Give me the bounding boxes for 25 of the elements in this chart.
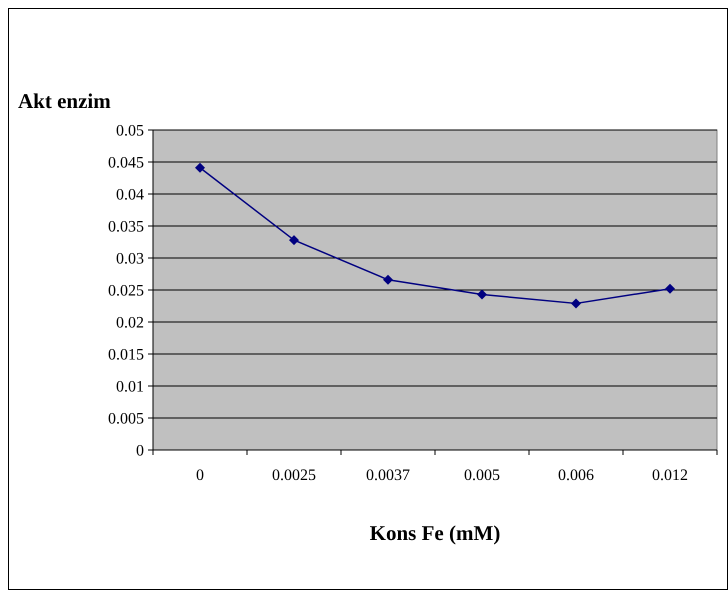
- x-axis-title: Kons Fe (mM): [370, 521, 500, 545]
- x-tick-label: 0.006: [558, 467, 594, 484]
- x-tick-label: 0.012: [652, 467, 688, 484]
- y-tick-label: 0.04: [116, 186, 144, 204]
- x-tick-label: 0.005: [464, 467, 500, 484]
- y-axis-title: Akt enzim: [18, 89, 112, 113]
- y-tick-label: 0: [136, 442, 144, 460]
- y-tick-label: 0.03: [116, 250, 144, 268]
- point: [477, 289, 487, 300]
- x-tick-label: 0.0025: [272, 467, 316, 484]
- y-tick-label: 0.035: [108, 218, 144, 236]
- point: [289, 235, 299, 246]
- y-tick-label: 0.025: [108, 282, 144, 300]
- y-tick-label: 0.01: [116, 378, 144, 396]
- y-tick-label: 0.05: [116, 122, 144, 140]
- point: [195, 162, 205, 173]
- y-tick-label: 0.015: [108, 346, 144, 364]
- x-tick-label: 0: [196, 467, 204, 484]
- point: [383, 274, 393, 285]
- y-tick-label: 0.02: [116, 314, 144, 332]
- y-tick-label: 0.045: [108, 154, 144, 172]
- y-tick-label: 0.005: [108, 410, 144, 428]
- point: [571, 298, 581, 308]
- point: [665, 284, 675, 294]
- x-tick-label: 0.0037: [366, 467, 410, 484]
